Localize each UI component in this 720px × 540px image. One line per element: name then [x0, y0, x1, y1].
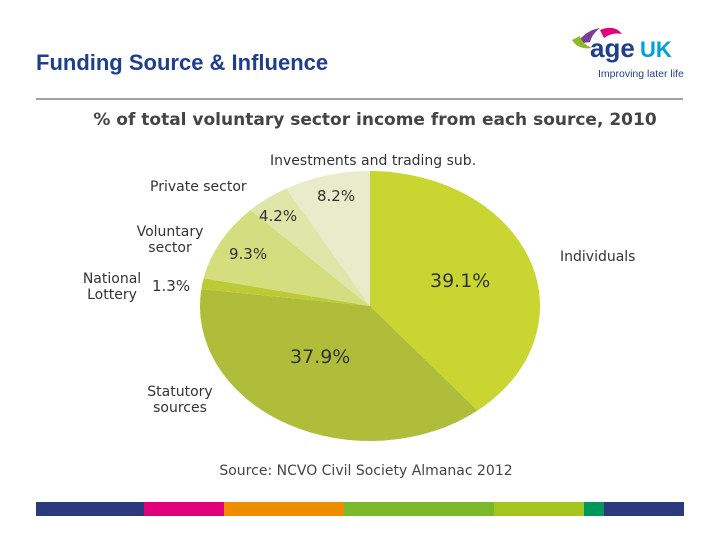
category-label: Statutory sources — [147, 384, 213, 416]
stripe — [224, 502, 344, 516]
value-label: 8.2% — [317, 187, 356, 205]
logo-swirl — [600, 27, 622, 38]
value-label: 1.3% — [152, 277, 191, 295]
value-label: 9.3% — [229, 245, 268, 263]
stripe — [344, 502, 494, 516]
slide-title: Funding Source & Influence — [36, 50, 329, 75]
stripe — [494, 502, 584, 516]
category-label: Investments and trading sub. — [270, 153, 477, 169]
logo-uk: UK — [640, 37, 672, 62]
stripe — [144, 502, 224, 516]
stripe — [584, 502, 604, 516]
logo-tagline: Improving later life — [598, 68, 684, 80]
category-label: Private sector — [150, 179, 247, 195]
pie-slice — [203, 209, 370, 306]
category-label: National Lottery — [82, 271, 142, 303]
chart-title: % of total voluntary sector income from … — [93, 110, 656, 130]
pie-slice — [200, 289, 478, 441]
pie-slice — [286, 171, 370, 306]
stripe — [36, 502, 144, 516]
stripe — [604, 502, 684, 516]
category-label: Individuals — [560, 249, 636, 265]
chart-source: Source: NCVO Civil Society Almanac 2012 — [219, 463, 512, 479]
value-label: 4.2% — [259, 207, 298, 225]
pie-slice — [250, 188, 370, 306]
value-label: 37.9% — [290, 346, 351, 368]
pie-slice — [201, 278, 370, 306]
value-label: 39.1% — [430, 270, 491, 292]
category-label: Voluntary sector — [136, 224, 204, 256]
logo-swirl — [576, 28, 600, 44]
pie-slice — [370, 171, 540, 411]
pie — [200, 171, 540, 441]
logo-swirl — [572, 36, 592, 49]
footer-stripe — [36, 502, 684, 516]
logo-text: age — [590, 33, 635, 63]
